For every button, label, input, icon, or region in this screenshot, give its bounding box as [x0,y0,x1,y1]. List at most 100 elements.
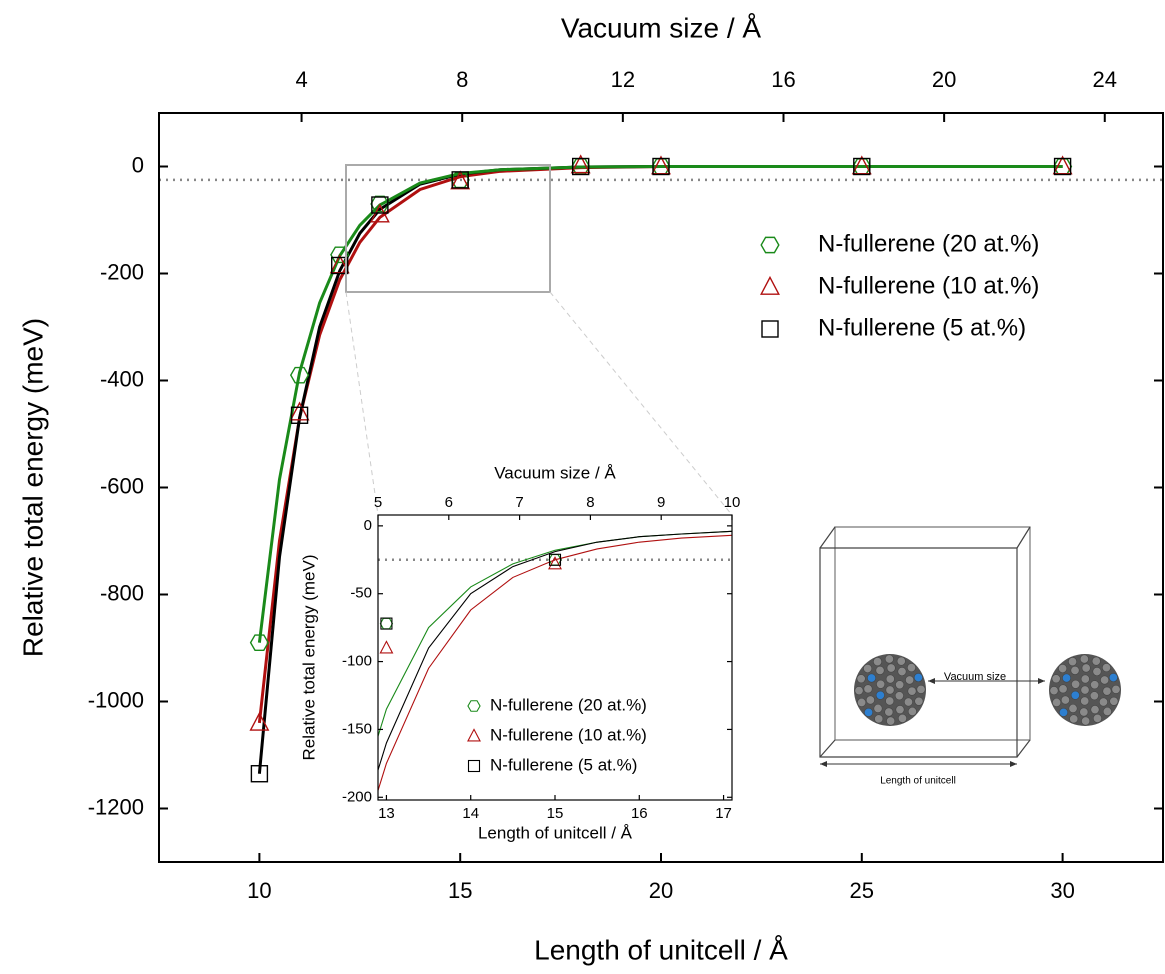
marker [851,155,872,175]
marker [1053,157,1072,176]
x-tick-label: 14 [462,805,479,822]
atom [1062,673,1072,683]
atom [1059,707,1069,717]
atom [886,716,896,726]
x2-tick-label: 8 [586,494,594,511]
legend-label: N-fullerene (5 at.%) [490,755,637,774]
x-axis-title: Length of unitcell / Å [534,934,788,965]
x2-axis-title: Vacuum size / Å [561,12,762,43]
zoom-connector [345,291,379,516]
atom [1090,680,1100,690]
arrow-head [820,761,827,767]
annotation: Vacuum size [944,671,1006,683]
marker [371,196,389,214]
atom [856,674,866,684]
atom [897,667,907,677]
atom [1080,696,1090,706]
atom [1060,695,1070,705]
atom [906,663,916,673]
x2-tick-label: 9 [657,494,665,511]
legend-label: N-fullerene (5 at.%) [818,314,1026,341]
y-tick-label: -1000 [88,687,144,712]
marker [289,366,310,384]
unit-cell [819,526,1031,758]
x-tick-label: 25 [850,878,874,903]
marker [331,256,349,275]
x2-tick-label: 7 [515,494,523,511]
fit-line [378,534,732,791]
marker [249,634,270,651]
atom [1069,714,1079,724]
y-tick-label: 0 [132,152,144,177]
atom [903,697,913,707]
zoom-box [345,164,733,516]
x-tick-label: 13 [378,805,395,822]
atom [913,673,923,683]
marker [249,711,270,731]
atom [854,686,864,696]
x2-tick-label: 8 [456,67,468,92]
atom [1092,713,1102,723]
zoom-rect [345,164,551,293]
atom [875,690,885,700]
atom [1100,675,1110,685]
x-tick-label: 16 [631,805,648,822]
marker [1052,155,1073,175]
atom [884,654,894,664]
y-tick-label: -1200 [88,794,144,819]
atom [885,674,895,684]
y-tick-label: -600 [100,473,144,498]
y-tick-label: -150 [342,720,372,737]
marker [652,157,670,176]
atom [1102,706,1112,716]
atom [1090,705,1100,715]
atom [1092,667,1102,677]
x-tick-label: 10 [247,878,271,903]
atom [1071,679,1081,689]
main-plot: N-fullerene (20 at.%) N-fullerene (10 at.… [17,12,1164,965]
x-tick-label: 15 [547,805,564,822]
legend-marker [467,700,481,712]
x2-tick-label: 10 [724,494,741,511]
atom [1081,663,1091,673]
atom [1079,707,1089,717]
x2-tick-label: 5 [374,494,382,511]
marker [289,401,310,421]
marker [548,556,562,570]
atom [907,706,917,716]
legend-label: N-fullerene (10 at.%) [490,725,647,744]
atom [857,697,867,707]
atom [1081,716,1091,726]
x2-tick-label: 6 [445,494,453,511]
atom [875,665,885,675]
zoom-connector [549,291,733,516]
atom [1111,684,1121,694]
atom [867,673,877,683]
marker [451,171,469,189]
atom [873,703,883,713]
annotation: Length of unitcell [880,776,956,787]
atom [886,663,896,673]
legend-marker [760,275,780,295]
marker [380,617,393,630]
x-axis-title: Length of unitcell / Å [478,823,633,842]
x2-tick-label: 20 [932,67,956,92]
y-tick-label: -200 [342,788,372,805]
legend-label: N-fullerene (20 at.%) [490,695,647,714]
x-tick-label: 30 [1050,878,1074,903]
marker [290,406,309,424]
atom [905,675,915,685]
curves [257,165,1063,774]
atom [894,691,904,701]
atom [885,696,895,706]
y-axis-title: Relative total energy (meV) [299,555,318,761]
marker [379,640,394,654]
curves [378,530,732,791]
atom [896,656,906,666]
x-tick-label: 15 [448,878,472,903]
atom [1089,691,1099,701]
y-tick-label: 0 [364,517,372,534]
atom [907,686,917,696]
